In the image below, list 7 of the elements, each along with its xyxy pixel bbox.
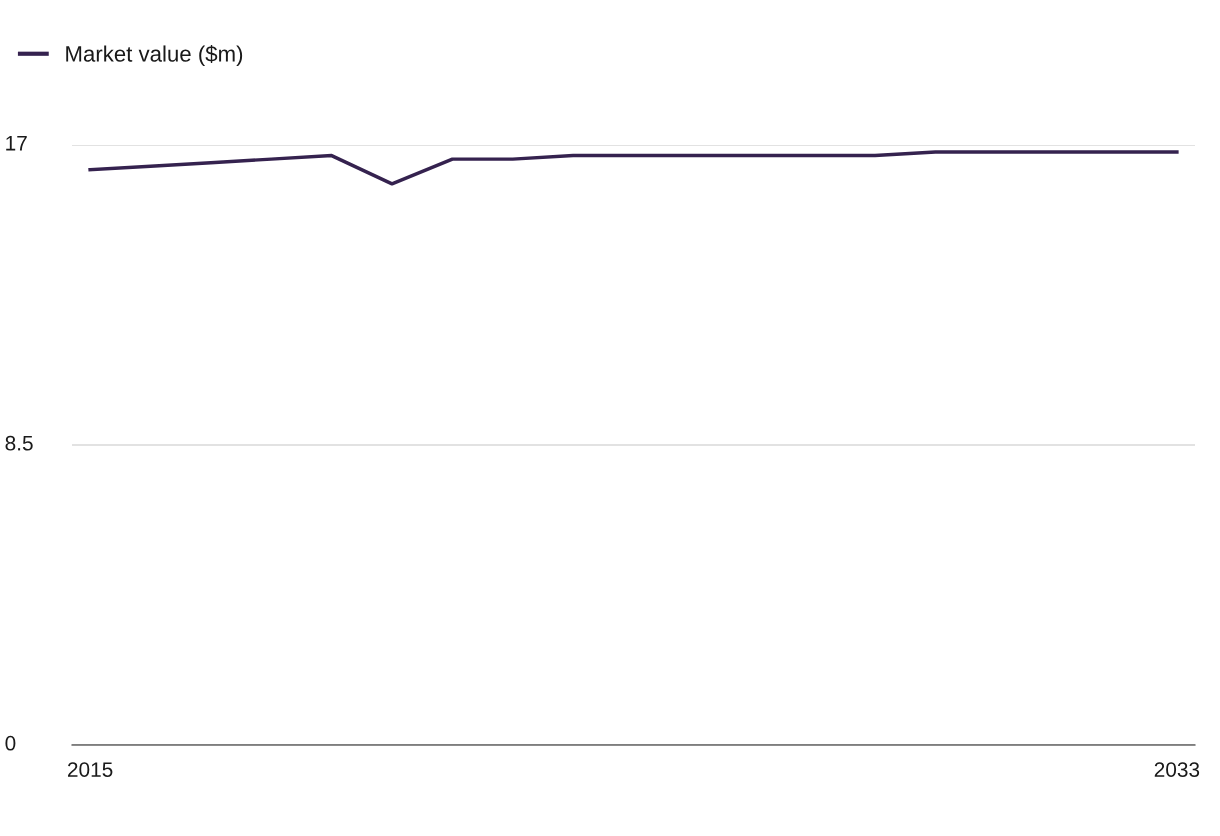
y-tick-label: 8.5 [5,435,33,451]
y-tick-label: 0 [5,735,16,751]
x-tick-label: 2015 [67,762,113,777]
line-series [88,150,1179,186]
x-tick-label: 2033 [1154,762,1200,777]
y-tick-label: 17 [6,136,27,151]
legend-label: Market value ($m) [66,45,243,67]
